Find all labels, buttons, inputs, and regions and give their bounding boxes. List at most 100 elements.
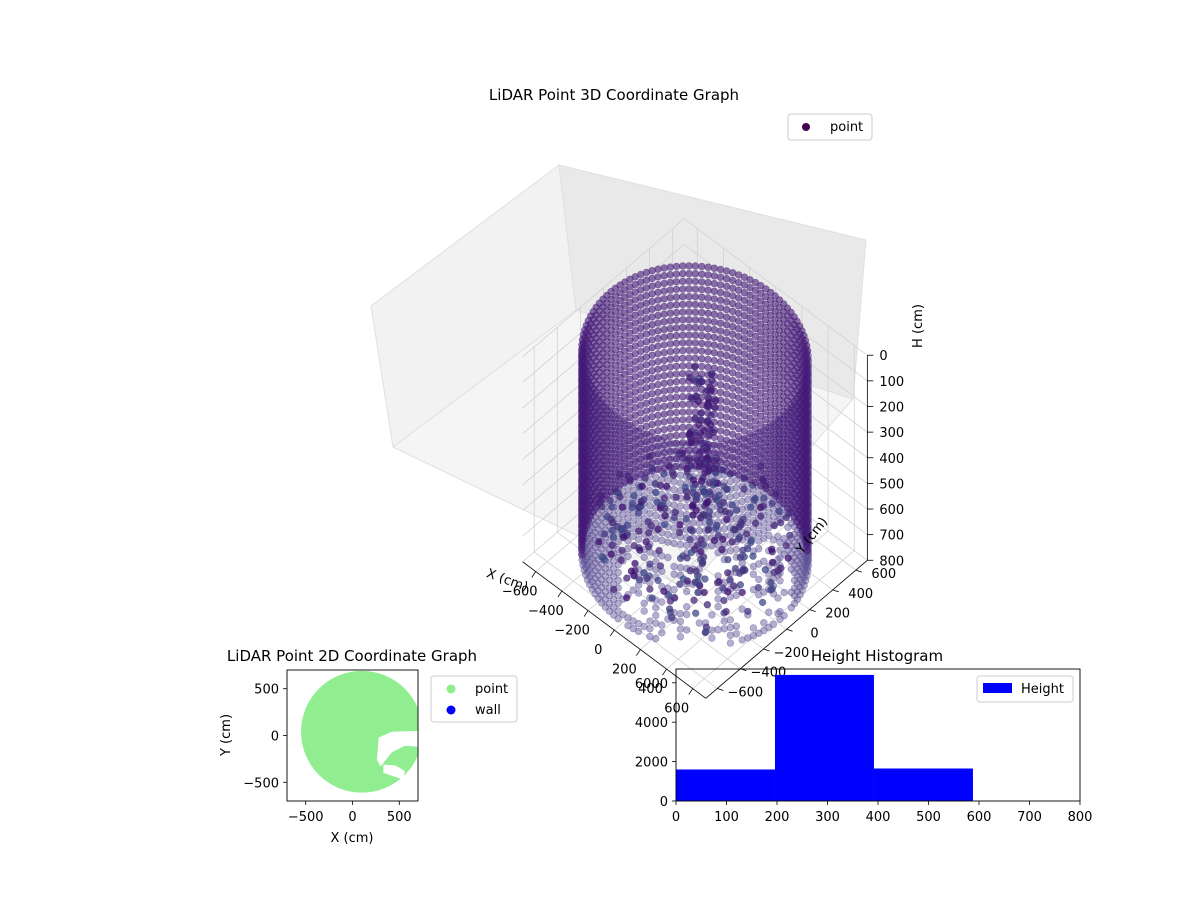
point-3d xyxy=(701,589,708,596)
point-3d xyxy=(711,373,718,380)
point-3d xyxy=(717,282,724,289)
point-3d xyxy=(661,288,668,295)
point-3d xyxy=(661,342,668,349)
point-3d xyxy=(721,618,728,625)
point-3d xyxy=(677,521,684,528)
point-3d xyxy=(717,428,724,435)
point-3d xyxy=(657,563,664,570)
point-3d xyxy=(711,380,718,387)
point-3d xyxy=(717,312,724,319)
point-3d xyxy=(677,541,684,548)
point-3d xyxy=(692,286,699,293)
point-3d xyxy=(705,498,712,505)
point-3d xyxy=(645,519,652,526)
point-3d xyxy=(698,340,705,347)
point-3d xyxy=(679,409,686,416)
point-3d xyxy=(609,504,616,511)
point-3d xyxy=(673,309,680,316)
point-3d xyxy=(705,527,712,534)
point-3d xyxy=(723,360,730,367)
point-3d xyxy=(721,597,728,604)
point-3d xyxy=(667,464,674,471)
point-3d xyxy=(686,270,693,277)
point-3d xyxy=(671,479,678,486)
point-3d xyxy=(696,620,703,627)
y-tick-label-3d: 0 xyxy=(810,626,818,641)
point-3d xyxy=(667,341,674,348)
point-3d xyxy=(723,460,730,467)
point-3d xyxy=(709,612,716,619)
point-3d xyxy=(679,393,686,400)
y-tick-label-hist: 6000 xyxy=(635,677,668,692)
point-3d xyxy=(706,519,713,526)
point-3d xyxy=(623,575,630,582)
point-3d xyxy=(661,449,668,456)
point-3d xyxy=(677,472,684,479)
point-3d xyxy=(667,294,674,301)
x-tick-label-3d: 600 xyxy=(664,702,689,717)
point-3d xyxy=(750,625,757,632)
point-3d xyxy=(673,286,680,293)
point-3d xyxy=(698,271,705,278)
point-3d xyxy=(765,609,772,616)
point-3d xyxy=(665,554,672,561)
point-3d xyxy=(679,378,686,385)
point-3d xyxy=(686,278,693,285)
point-3d xyxy=(667,302,674,309)
point-3d xyxy=(692,301,699,308)
y-tick-label-3d: 200 xyxy=(825,607,850,622)
point-3d xyxy=(698,332,705,339)
point-3d xyxy=(717,381,724,388)
point-3d xyxy=(705,318,712,325)
point-3d xyxy=(686,432,693,439)
point-3d xyxy=(679,316,686,323)
point-3d xyxy=(641,554,648,561)
x-tick-label-3d: 0 xyxy=(594,643,602,658)
point-3d xyxy=(691,597,698,604)
point-3d xyxy=(785,555,792,562)
point-3d xyxy=(692,378,699,385)
z-tick-label-3d: 700 xyxy=(879,529,904,544)
legend-label-height: Height xyxy=(1021,682,1064,697)
point-3d xyxy=(702,576,709,583)
point-3d xyxy=(752,520,759,527)
point-3d xyxy=(667,394,674,401)
point-3d xyxy=(717,389,724,396)
point-3d xyxy=(679,278,686,285)
point-3d xyxy=(705,364,712,371)
point-3d xyxy=(743,531,750,538)
point-3d xyxy=(673,278,680,285)
point-3d xyxy=(703,628,710,635)
point-3d xyxy=(666,606,673,613)
point-3d xyxy=(679,355,686,362)
point-3d xyxy=(723,314,730,321)
point-3d xyxy=(711,365,718,372)
point-3d xyxy=(655,458,662,465)
point-3d xyxy=(645,529,652,536)
point-3d xyxy=(755,584,762,591)
point-3d xyxy=(655,389,662,396)
point-3d xyxy=(686,293,693,300)
point-3d xyxy=(655,412,662,419)
point-3d xyxy=(667,448,674,455)
point-3d xyxy=(661,265,668,272)
point-3d xyxy=(661,272,668,279)
point-3d xyxy=(673,440,680,447)
point-3d xyxy=(761,495,768,502)
point-3d xyxy=(661,442,668,449)
point-3d xyxy=(679,270,686,277)
point-3d xyxy=(711,357,718,364)
point-3d xyxy=(721,525,728,532)
point-3d xyxy=(652,489,659,496)
point-3d xyxy=(723,291,730,298)
point-3d xyxy=(711,465,718,472)
point-3d xyxy=(692,278,699,285)
point-3d xyxy=(661,372,668,379)
point-3d xyxy=(652,604,659,611)
point-3d xyxy=(760,503,767,510)
point-3d xyxy=(740,547,747,554)
point-3d xyxy=(717,435,724,442)
point-3d xyxy=(661,334,668,341)
point-3d xyxy=(723,421,730,428)
z-axis-label-3d: H (cm) xyxy=(911,304,926,348)
